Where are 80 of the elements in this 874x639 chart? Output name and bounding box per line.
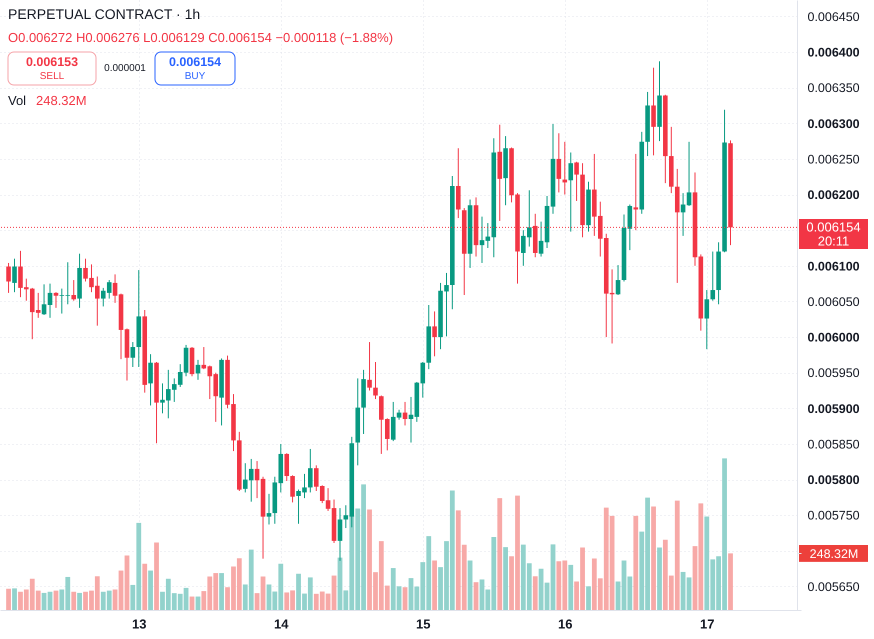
bar (154, 542, 159, 610)
annotation: 0.006154 (168, 55, 222, 69)
candlestick (54, 292, 58, 308)
candlestick (6, 262, 11, 294)
bar (633, 516, 638, 610)
annotation: 0.006153 (26, 55, 78, 69)
y2-tick-label: 248.32M (810, 546, 858, 561)
y-tick-label: 0.006450 (808, 10, 860, 24)
bar (6, 588, 11, 610)
bar (728, 553, 733, 610)
annotation: SELL (40, 71, 65, 82)
y-tick-label: 0.005950 (808, 366, 860, 380)
y-tick-label: 0.006000 (808, 330, 860, 345)
annotation: 0.000001 (104, 63, 146, 74)
candlestick (432, 310, 437, 357)
candlestick (130, 342, 136, 368)
candlestick (456, 148, 461, 219)
bar (54, 590, 58, 610)
candlestick (196, 359, 200, 380)
bar (468, 560, 472, 610)
candlestick (266, 493, 272, 525)
y-tick-label: 0.005750 (808, 508, 860, 523)
bar (497, 498, 502, 610)
bar (402, 587, 408, 610)
annotation: BUY (184, 71, 206, 82)
y-tick-label: 0.006300 (808, 116, 860, 131)
annotation: 248.32M (36, 93, 87, 108)
candlestick (367, 342, 372, 392)
y-tick-label: 0.005850 (808, 437, 860, 452)
y-tick-label: 0.006250 (808, 152, 860, 166)
bar (586, 586, 591, 610)
text: 20:11 (818, 233, 850, 248)
candlestick (290, 474, 295, 503)
y-tick-label: 0.005650 (808, 580, 860, 594)
bar (142, 564, 148, 610)
x-tick-label: 16 (558, 616, 573, 632)
candlestick (402, 401, 408, 426)
y-tick-label: 0.006200 (808, 188, 860, 202)
bar (532, 576, 538, 610)
annotation: Vol (8, 93, 26, 108)
bar (568, 564, 574, 610)
bar (71, 592, 76, 610)
x-tick-label: 13 (132, 616, 147, 632)
annotation: O0.006272 H0.006276 L0.006129 C0.006154 −0.000118 (−1.88%) (8, 30, 394, 45)
y-tick-label: 0.005800 (808, 473, 860, 488)
bar (432, 560, 437, 610)
y-tick-label: 0.006350 (808, 81, 860, 96)
ref-line-label: 0.006154 (806, 219, 861, 234)
bar (219, 573, 224, 610)
candlestick (562, 141, 568, 196)
candlestick (373, 362, 378, 400)
bar (196, 596, 200, 610)
bar (190, 596, 194, 610)
candlestick (308, 448, 313, 493)
candlestick (12, 258, 17, 293)
y-tick-label: 0.006100 (808, 259, 860, 274)
candlestick (556, 132, 562, 193)
bar (503, 547, 508, 610)
candlestick (651, 67, 656, 156)
y-tick-label: 0.005900 (808, 402, 860, 416)
bar (651, 506, 656, 610)
candlestick (616, 264, 620, 296)
x-tick-label: 14 (274, 616, 290, 632)
chart-title: PERPETUAL CONTRACT · 1h (8, 6, 200, 22)
bar (77, 592, 82, 610)
candlestick (284, 452, 290, 482)
candlestick (574, 161, 579, 202)
candlestick (148, 354, 153, 406)
x-tick-label: 15 (416, 616, 431, 632)
bar (474, 582, 478, 610)
candlestick (704, 290, 710, 350)
bar (148, 570, 153, 610)
candlestick (710, 251, 716, 302)
x-tick-label: 17 (700, 616, 715, 632)
bar (12, 588, 17, 610)
candlestick (568, 152, 574, 232)
y-tick-label: 0.006050 (808, 294, 860, 309)
bar (657, 548, 662, 610)
candlestick (71, 280, 76, 302)
y-tick-label: 0.006400 (808, 46, 860, 60)
